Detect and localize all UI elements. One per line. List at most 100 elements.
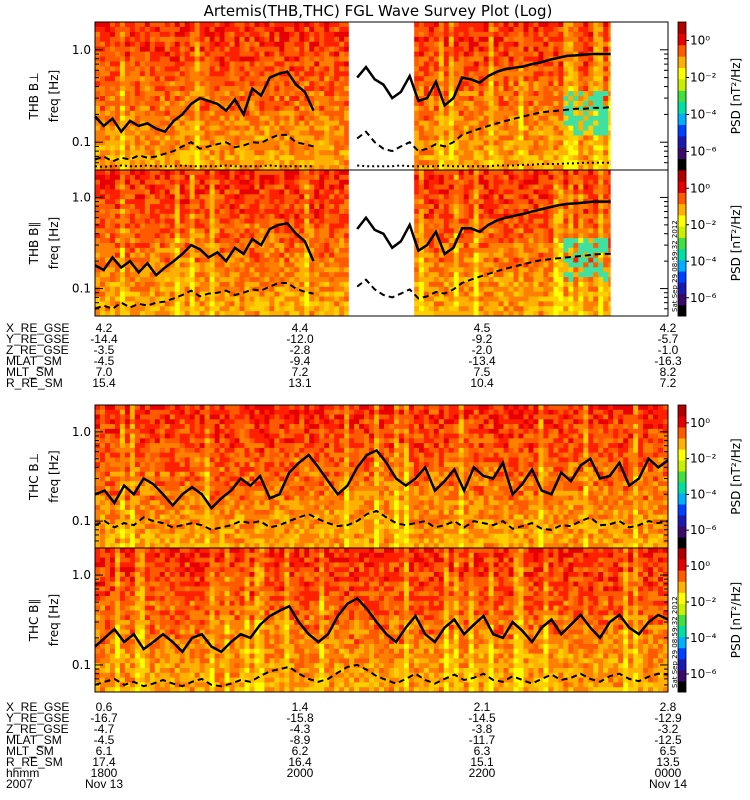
ephemeris-value: -2.0	[472, 343, 493, 357]
colorbar-tick-label: 10⁻⁴	[690, 108, 717, 122]
ephemeris-value: 13.1	[288, 376, 312, 390]
colorbar-tick-label: 10⁻²	[690, 452, 717, 466]
ephemeris-value: 13.5	[656, 755, 680, 769]
ephemeris-value: 6.5	[660, 744, 677, 758]
colorbar-label: PSD [nT²/Hz]	[729, 582, 743, 658]
ephemeris-label: X_RE_GSE	[6, 321, 69, 335]
ephemeris-row: R_RE_SM 15.4 13.1 10.4 7.2	[6, 376, 677, 390]
ephemeris-value: -12.5	[654, 733, 682, 747]
ephemeris-row: R_RE_SM 17.4 16.4 15.1 13.5	[6, 755, 680, 769]
ephemeris-row: Z_RE_GSE -4.7 -4.3 -3.8 -3.2	[6, 722, 679, 736]
ephemeris-value: 15.4	[92, 376, 116, 390]
chart-title: Artemis(THB,THC) FGL Wave Survey Plot (L…	[204, 2, 553, 20]
colorbar: 10⁰ 10⁻² 10⁻⁴ 10⁻⁶ PSD [nT²/Hz]	[677, 404, 743, 549]
colorbar: 10⁰ 10⁻² 10⁻⁴ 10⁻⁶ PSD [nT²/Hz]	[677, 169, 743, 317]
data-gap	[348, 170, 415, 316]
ephemeris-value: 6.1	[96, 744, 113, 758]
ephemeris-value: -14.5	[468, 711, 496, 725]
colorbar-label: PSD [nT²/Hz]	[729, 438, 743, 514]
colorbar-tick-label: 10⁻²	[690, 71, 717, 85]
ephemeris-label: MLAT_SM	[6, 733, 62, 747]
date-row: 2007 Nov 13 Nov 14	[6, 777, 687, 791]
ephemeris-row: MLAT_SM -4.5 -8.9 -11.7 -12.5	[6, 733, 682, 747]
colorbar-tick-label: 10⁰	[690, 34, 710, 48]
panel-thb-bperp: 0.1 1.0 THB B⊥ freq [Hz] 10⁰ 10⁻² 10⁻⁴ 10⁻⁶ PSD …	[27, 21, 743, 171]
series-line-solid	[94, 200, 611, 278]
series-line-dashed	[94, 509, 669, 531]
ephemeris-row: hhmm 1800 2000 2200 0000	[6, 766, 682, 780]
ephemeris-value: 1800	[91, 766, 118, 780]
colorbar-tick-label: 10⁻²	[690, 595, 717, 609]
series-line-dotted	[94, 161, 611, 168]
panel-thc-bperp: 0.1 1.0 THC B⊥ freq [Hz] 10⁰ 10⁻² 10⁻⁴ 10⁻⁶ PSD …	[27, 404, 743, 549]
end-date: Nov 14	[649, 777, 687, 791]
ephemeris-label: Z_RE_GSE	[6, 722, 69, 736]
ephemeris-value: -13.4	[468, 354, 496, 368]
spectrogram-cells	[95, 405, 669, 549]
spectrogram-cells	[95, 548, 669, 693]
colorbar-tick-label: 10⁻⁶	[690, 291, 717, 305]
ephemeris-value: 10.4	[470, 376, 494, 390]
ephemeris-label: MLT_SM	[6, 365, 54, 379]
ephemeris-value: -9.4	[290, 354, 311, 368]
data-gap	[348, 22, 415, 170]
colorbar-tick-label: 10⁻⁶	[690, 523, 717, 537]
panel-freq-label: freq [Hz]	[47, 594, 61, 646]
ephemeris-value: 4.2	[660, 321, 677, 335]
spectrogram-panels: 0.1 1.0 THB B⊥ freq [Hz] 10⁰ 10⁻² 10⁻⁴ 10⁻⁶ PSD …	[27, 21, 743, 693]
ephemeris-value: -4.3	[290, 722, 311, 736]
ephemeris-label: MLT_SM	[6, 744, 54, 758]
ephemeris-value: -1.0	[658, 343, 679, 357]
ephemeris-label: MLAT_SM	[6, 354, 62, 368]
ephemeris-value: -8.9	[290, 733, 311, 747]
ephemeris-value: 6.3	[474, 744, 491, 758]
ephemeris-value: -5.7	[658, 332, 679, 346]
colorbar-tick-label: 10⁻⁴	[690, 631, 717, 645]
colorbar-tick-label: 10⁻²	[690, 218, 717, 232]
ephemeris-value: 6.2	[292, 744, 309, 758]
ephemeris-value: 7.5	[474, 365, 491, 379]
panel-frame	[94, 547, 669, 693]
ephemeris-value: 1.4	[292, 700, 309, 714]
ephemeris-value: -3.5	[94, 343, 115, 357]
ephemeris-row: X_RE_GSE 4.2 4.4 4.5 4.2	[6, 321, 677, 335]
ephemeris-label: Y_RE_GSE	[6, 711, 69, 725]
y-tick-label: 0.1	[72, 658, 91, 672]
ephemeris-label: R_RE_SM	[6, 376, 63, 390]
colorbar-tick-label: 10⁰	[690, 416, 710, 430]
ephemeris-value: -16.3	[654, 354, 682, 368]
ephemeris-value: -12.0	[286, 332, 314, 346]
panel-thb-bpar: 0.1 1.0 THB B∥ freq [Hz] 10⁰ 10⁻² 10⁻⁴ 10⁻⁶ PSD …	[27, 169, 743, 317]
ephemeris-row: MLAT_SM -4.5 -9.4 -13.4 -16.3	[6, 354, 682, 368]
no-data-region	[610, 22, 668, 170]
ephemeris-value: 7.2	[292, 365, 309, 379]
ephemeris-value: -2.8	[290, 343, 311, 357]
start-date: Nov 13	[85, 777, 123, 791]
colorbar-tick-label: 10⁰	[690, 559, 710, 573]
ephemeris-row: Y_RE_GSE -16.7 -15.8 -14.5 -12.9	[6, 711, 682, 725]
ephemeris-value: -11.7	[469, 733, 496, 747]
y-tick-label: 0.1	[72, 135, 91, 149]
panel-ylabel: THC B⊥	[27, 453, 41, 501]
ephemeris-value: -9.2	[472, 332, 493, 346]
year-label: 2007	[6, 777, 33, 791]
ephemeris-value: 4.5	[474, 321, 491, 335]
ephemeris-value: 16.4	[288, 755, 312, 769]
timestamp-stamp: Sat Sep 29 08:59:32 2012	[671, 220, 679, 312]
y-tick-label: 1.0	[72, 43, 91, 57]
ephemeris-value: -16.7	[90, 711, 118, 725]
ephemeris-label: hhmm	[6, 766, 39, 780]
ephemeris-label: Y_RE_GSE	[6, 332, 69, 346]
ephemeris-label: Z_RE_GSE	[6, 343, 69, 357]
ephemeris-value: 7.2	[660, 376, 677, 390]
y-tick-label: 1.0	[72, 190, 91, 204]
colorbar: 10⁰ 10⁻² 10⁻⁴ 10⁻⁶ PSD [nT²/Hz]	[677, 547, 743, 693]
ephemeris-row: MLT_SM 7.0 7.2 7.5 8.2	[6, 365, 677, 379]
panel-frame	[94, 169, 669, 317]
ephemeris-value: 7.0	[96, 365, 113, 379]
ephemeris-value: 2.8	[660, 700, 677, 714]
ephemeris-row: MLT_SM 6.1 6.2 6.3 6.5	[6, 744, 677, 758]
y-tick-label: 0.1	[72, 282, 91, 296]
ephemeris-label: X_RE_GSE	[6, 700, 69, 714]
colorbar-tick-label: 10⁻⁶	[690, 667, 717, 681]
